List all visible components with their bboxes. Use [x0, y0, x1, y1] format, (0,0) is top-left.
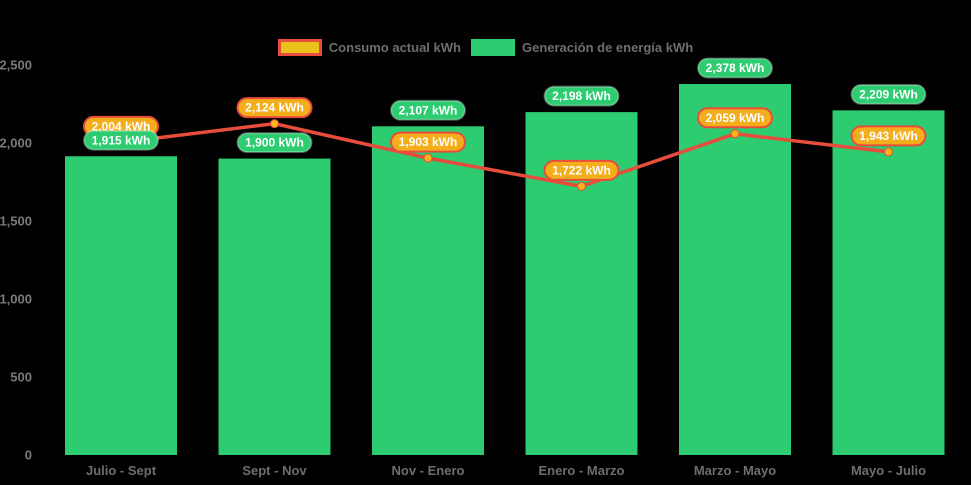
y-axis-tick-1: 500	[10, 370, 32, 385]
y-axis-tick-3: 1,500	[0, 214, 32, 229]
consumption-swatch-icon	[277, 39, 322, 56]
consumption-value-label-4: 2,059 kWh	[697, 107, 773, 129]
y-axis-tick-2: 1,000	[0, 292, 32, 307]
consumption-point-3[interactable]	[577, 181, 586, 191]
legend-item-1[interactable]: Generación de energía kWh	[470, 39, 694, 56]
consumption-value-label-3-text: 1,722 kWh	[552, 163, 611, 177]
generation-value-label-2: 2,107 kWh	[390, 99, 466, 121]
consumption-value-label-3: 1,722 kWh	[543, 159, 620, 181]
generation-value-label-1-text: 1,900 kWh	[245, 136, 304, 150]
x-axis-label-1: Sept - Nov	[242, 463, 307, 478]
consumption-value-label-0-text: 2,004 kWh	[92, 119, 151, 133]
generation-value-label-0-bg	[83, 129, 159, 151]
consumption-point-2[interactable]	[423, 153, 433, 163]
generation-value-label-5-bg	[850, 83, 927, 105]
y-axis-tick-4: 2,000	[0, 136, 32, 151]
y-axis-tick-0: 0	[25, 448, 32, 463]
generation-value-label-3-bg	[543, 85, 620, 107]
consumption-value-label-1-text: 2,124 kWh	[245, 101, 304, 115]
consumption-value-label-3-bg	[543, 159, 620, 181]
generation-bar-0[interactable]	[65, 156, 177, 455]
x-axis-label-5: Mayo - Julio	[851, 463, 926, 478]
generation-value-label-0-text: 1,915 kWh	[92, 133, 151, 147]
consumption-value-label-4-text: 2,059 kWh	[706, 111, 765, 125]
generation-value-label-3-text: 2,198 kWh	[552, 89, 611, 103]
generation-bar-1[interactable]	[218, 158, 331, 455]
consumption-value-label-5-bg	[850, 125, 927, 147]
consumption-value-label-5: 1,943 kWh	[850, 125, 927, 147]
generation-value-label-2-bg	[390, 99, 466, 121]
legend-item-0[interactable]: Consumo actual kWh	[277, 39, 461, 56]
generation-bar-5[interactable]	[832, 110, 945, 455]
consumption-value-label-1: 2,124 kWh	[236, 97, 313, 119]
consumption-point-1[interactable]	[270, 119, 279, 129]
generation-value-label-5-text: 2,209 kWh	[859, 87, 918, 101]
consumption-point-4[interactable]	[730, 129, 740, 139]
generation-value-label-1-bg	[236, 132, 313, 154]
consumption-point-5[interactable]	[884, 147, 893, 157]
consumption-line	[120, 121, 889, 189]
consumption-value-label-2-text: 1,903 kWh	[399, 135, 458, 149]
consumption-value-label-5-text: 1,943 kWh	[859, 129, 918, 143]
consumption-value-label-1-bg	[236, 97, 313, 119]
consumption-value-label-4-bg	[697, 107, 773, 129]
generation-value-label-3: 2,198 kWh	[543, 85, 620, 107]
chart-legend: Consumo actual kWh Generación de energía …	[0, 39, 971, 56]
y-axis-tick-5: 2,500	[0, 58, 32, 73]
generation-value-label-2-text: 2,107 kWh	[399, 103, 458, 117]
legend-item-label: Consumo actual kWh	[328, 40, 461, 55]
generation-value-label-4-text: 2,378 kWh	[706, 61, 765, 75]
x-axis-label-2: Nov - Enero	[392, 463, 465, 478]
consumption-value-label-2: 1,903 kWh	[390, 131, 466, 153]
x-axis-label-3: Enero - Marzo	[539, 463, 625, 478]
x-axis-label-0: Julio - Sept	[86, 463, 157, 478]
generation-value-label-4: 2,378 kWh	[697, 57, 773, 79]
generation-value-label-1: 1,900 kWh	[236, 132, 313, 154]
consumption-value-label-2-bg	[390, 131, 466, 153]
x-axis-label-4: Marzo - Mayo	[694, 463, 776, 478]
generation-swatch-icon	[470, 39, 515, 56]
generation-value-label-0: 1,915 kWh	[83, 129, 159, 151]
legend-item-label: Generación de energía kWh	[521, 40, 694, 55]
generation-bar-2[interactable]	[372, 126, 484, 456]
generation-value-label-4-bg	[697, 57, 773, 79]
generation-value-label-5: 2,209 kWh	[850, 83, 927, 105]
